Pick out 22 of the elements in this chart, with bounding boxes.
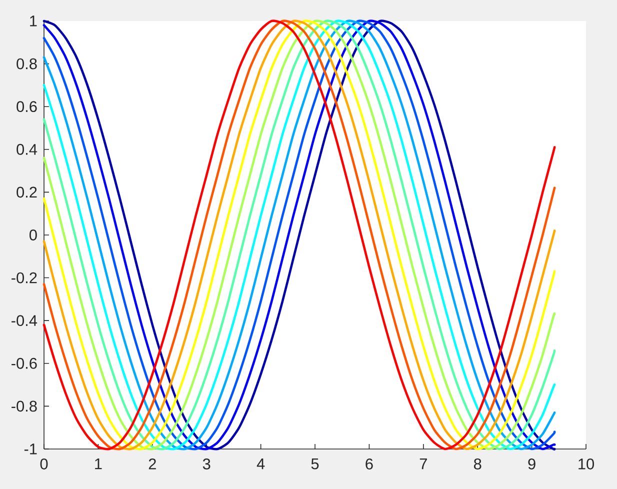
x-tick-label: 5 [311,458,319,470]
x-tick-label: 3 [202,458,210,470]
x-tick-label: 2 [148,458,156,470]
x-tick-label: 4 [256,458,265,470]
y-tick-label: 0.4 [16,144,38,155]
y-tick-label: 0.8 [16,58,37,70]
x-tick-label: 0 [40,458,48,470]
x-tick-label: 1 [95,458,102,470]
y-tick-label: 0 [30,230,37,240]
y-tick-label: -0.2 [12,272,37,284]
x-tick-label: 7 [420,458,427,470]
x-tick-label: 9 [528,458,536,470]
y-tick-label: -0.6 [12,358,37,369]
y-tick-label: 0.6 [16,101,37,112]
y-tick-label: 0.2 [16,186,37,198]
x-tick-label: 8 [474,458,482,470]
y-tick-label: -1 [24,444,37,454]
x-tick-label: 10 [578,458,594,470]
y-tick-label: -0.8 [12,400,37,412]
x-tick-label: 6 [366,458,373,470]
y-tick-label: -0.4 [12,315,38,326]
y-tick-label: 1 [30,16,37,26]
